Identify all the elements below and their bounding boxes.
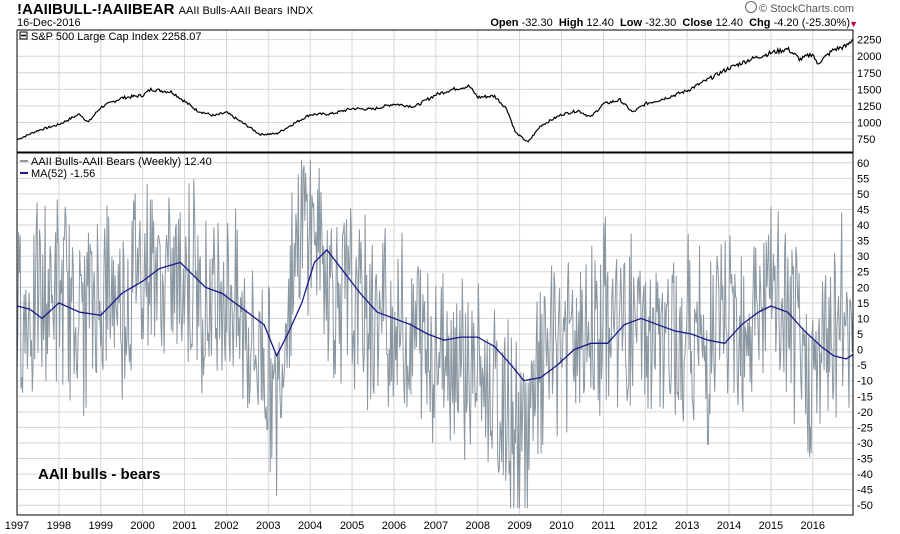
symbol-exchange: INDX: [286, 5, 314, 17]
symbol-description: AAII Bulls-AAII Bears: [178, 5, 283, 17]
indicator-y-tick-label: 0: [857, 345, 863, 357]
price-y-tick-label: 2000: [857, 51, 881, 63]
indicator-y-tick-label: 45: [857, 204, 869, 216]
ma52-legend-label: MA(52) -1.56: [31, 168, 95, 180]
price-y-tick-label: 1500: [857, 84, 881, 96]
x-tick-label: 2000: [130, 520, 154, 532]
chart-date: 16-Dec-2016: [17, 17, 81, 29]
quote-bar: Open -32.30 High 12.40 Low -32.30 Close …: [490, 17, 850, 29]
indicator-y-tick-label: 40: [857, 220, 869, 232]
x-tick-label: 2016: [801, 520, 825, 532]
x-tick-label: 2001: [172, 520, 196, 532]
panel-annotation: AAll bulls - bears: [38, 466, 161, 483]
x-tick-label: 2008: [465, 520, 489, 532]
x-tick-label: 2004: [298, 520, 322, 532]
high-value: 12.40: [586, 17, 614, 29]
low-value: -32.30: [645, 17, 677, 29]
indicator-y-tick-label: -30: [857, 438, 873, 450]
logo-text: © StockCharts.com: [759, 3, 854, 15]
close-label: Close: [682, 17, 713, 29]
price-panel-border: [16, 29, 854, 153]
indicator-y-tick-label: -35: [857, 454, 873, 466]
indicator-y-tick-label: -25: [857, 422, 873, 434]
indicator-y-tick-label: 30: [857, 251, 869, 263]
price-y-tick-label: 1000: [857, 117, 881, 129]
indicator-y-tick-label: 10: [857, 313, 869, 325]
indicator-y-tick-label: 15: [857, 298, 869, 310]
x-tick-label: 2006: [382, 520, 406, 532]
indicator-y-tick-label: 55: [857, 173, 869, 185]
high-label: High: [558, 17, 584, 29]
indicator-panel-border: [16, 152, 854, 516]
x-tick-label: 2014: [717, 520, 741, 532]
indicator-y-tick-label: -5: [857, 360, 867, 372]
indicator-y-tick-label: -15: [857, 391, 873, 403]
indicator-y-tick-label: 50: [857, 189, 869, 201]
stockcharts-logo[interactable]: © StockCharts.com: [745, 1, 854, 15]
x-tick-label: 2005: [340, 520, 364, 532]
x-tick-label: 2010: [549, 520, 573, 532]
indicator-y-tick-label: 20: [857, 282, 869, 294]
sp500-line: [16, 38, 854, 143]
ma52-line: [16, 248, 854, 382]
down-arrow-icon: ▼: [849, 19, 858, 29]
close-value: 12.40: [715, 17, 743, 29]
x-tick-label: 1999: [89, 520, 113, 532]
indicator-y-tick-label: -50: [857, 500, 873, 512]
price-y-tick-label: 750: [857, 134, 875, 146]
indicator-y-tick-label: -10: [857, 376, 873, 388]
x-tick-label: 2009: [507, 520, 531, 532]
logo-icon: [745, 1, 758, 13]
open-value: -32.30: [521, 17, 553, 29]
x-tick-label: 2015: [759, 520, 783, 532]
symbol-code: !AAIIBULL-!AAIIBEAR: [17, 1, 175, 18]
indicator-y-tick-label: 35: [857, 236, 869, 248]
indicator-y-tick-label: 5: [857, 329, 863, 341]
indicator-y-tick-label: -40: [857, 469, 873, 481]
price-y-tick-label: 1750: [857, 68, 881, 80]
x-tick-label: 2002: [214, 520, 238, 532]
price-y-tick-label: 2250: [857, 35, 881, 47]
indicator-y-tick-label: -45: [857, 485, 873, 497]
bulls-bears-legend-label: AAII Bulls-AAII Bears (Weekly) 12.40: [31, 156, 212, 168]
price-y-tick-label: 1250: [857, 101, 881, 113]
x-tick-label: 1997: [5, 520, 29, 532]
sp500-legend-label: S&P 500 Large Cap Index 2258.07: [31, 31, 201, 43]
open-label: Open: [490, 17, 519, 29]
indicator-y-tick-label: -20: [857, 407, 873, 419]
x-tick-label: 1998: [47, 520, 71, 532]
low-label: Low: [620, 17, 643, 29]
symbol-title: !AAIIBULL-!AAIIBEAR AAII Bulls-AAII Bear…: [17, 1, 313, 18]
chg-label: Chg: [749, 17, 771, 29]
x-tick-label: 2013: [675, 520, 699, 532]
x-tick-label: 2003: [256, 520, 280, 532]
x-tick-label: 2007: [424, 520, 448, 532]
indicator-y-tick-label: 60: [857, 158, 869, 170]
indicator-y-tick-label: 25: [857, 267, 869, 279]
x-tick-label: 2012: [633, 520, 657, 532]
chg-value: -4.20 (-25.30%): [773, 17, 850, 29]
x-tick-label: 2011: [592, 520, 616, 532]
